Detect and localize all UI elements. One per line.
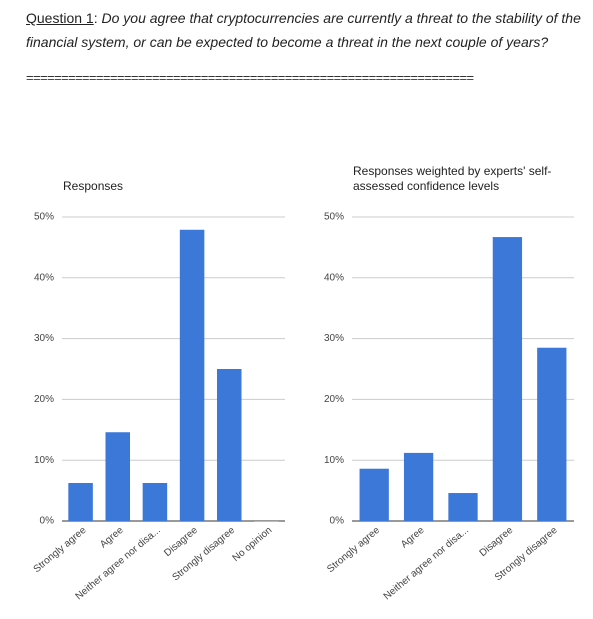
x-tick-label: No opinion <box>231 525 275 564</box>
bar <box>254 521 279 522</box>
question: Question 1: Do you agree that cryptocurr… <box>26 6 586 54</box>
y-tick-label: 0% <box>330 516 345 527</box>
x-tick-label: Disagree <box>478 525 516 559</box>
x-tick-label: Agree <box>98 525 126 551</box>
chart-title: Responses weighted by experts' self-asse… <box>353 164 552 193</box>
y-tick-label: 30% <box>34 333 54 344</box>
y-tick-label: 50% <box>34 212 54 223</box>
y-tick-label: 30% <box>324 333 344 344</box>
bar <box>179 229 205 521</box>
chart: 0%10%20%30%40%50%Strongly agree AgreeNeit… <box>32 212 285 602</box>
y-tick-label: 10% <box>34 455 54 466</box>
bar <box>359 468 389 521</box>
y-tick-label: 20% <box>34 394 54 405</box>
y-tick-label: 10% <box>324 455 344 466</box>
x-tick-label: Agree <box>399 525 427 551</box>
y-tick-label: 40% <box>324 272 344 283</box>
bar <box>105 432 131 521</box>
bar <box>68 483 93 521</box>
separator: ========================================… <box>26 70 474 85</box>
bar <box>403 452 434 521</box>
y-tick-label: 20% <box>324 394 344 405</box>
y-tick-label: 0% <box>40 516 55 527</box>
colon: : <box>93 10 98 26</box>
x-tick-label: Strongly disagree <box>170 525 237 584</box>
x-tick-label: Neither agree nor disa... <box>382 525 471 602</box>
question-label: Question 1 <box>26 10 94 26</box>
question-text: Do you agree that cryptocurrencies are c… <box>26 10 581 50</box>
bar <box>216 369 242 521</box>
bar <box>448 493 478 521</box>
x-tick-label: Strongly agree <box>32 525 89 576</box>
bar <box>142 483 168 521</box>
bar <box>492 237 523 521</box>
bar <box>537 347 567 521</box>
y-tick-label: 50% <box>324 212 344 223</box>
chart: 0% 10% 20% 30% 40% 50% Strongly agree AgreeNeit… <box>324 212 574 602</box>
y-tick-label: 40% <box>34 272 54 283</box>
x-tick-label: Strongly agree <box>325 525 382 576</box>
chart-title: Responses <box>63 179 124 193</box>
